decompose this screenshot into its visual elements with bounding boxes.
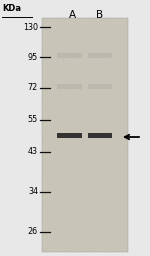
Text: B: B (96, 10, 104, 20)
Text: 55: 55 (28, 115, 38, 124)
Bar (57, 53, 82, 58)
Text: 34: 34 (28, 187, 38, 197)
Text: 26: 26 (28, 228, 38, 237)
Text: 43: 43 (28, 147, 38, 156)
Bar (42, 18, 128, 252)
Text: 95: 95 (28, 52, 38, 61)
Text: KDa: KDa (2, 4, 21, 13)
Text: A: A (68, 10, 76, 20)
Text: 72: 72 (28, 83, 38, 92)
Bar (57, 133, 82, 138)
Bar (88, 53, 112, 58)
Bar (88, 84, 112, 89)
Text: 130: 130 (23, 23, 38, 31)
Bar (57, 84, 82, 89)
Bar (88, 133, 112, 138)
